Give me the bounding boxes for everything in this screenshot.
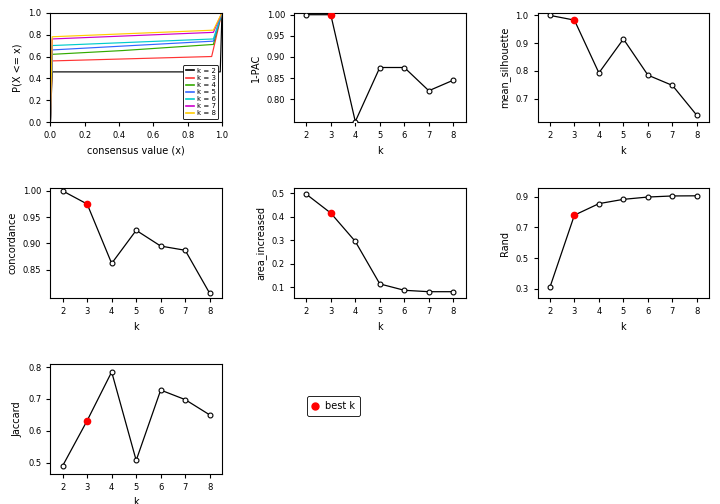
- Y-axis label: mean_silhouette: mean_silhouette: [499, 27, 510, 108]
- X-axis label: k: k: [621, 146, 626, 156]
- X-axis label: k: k: [621, 322, 626, 332]
- X-axis label: k: k: [133, 497, 139, 504]
- Y-axis label: Jaccard: Jaccard: [12, 401, 22, 436]
- X-axis label: k: k: [133, 322, 139, 332]
- X-axis label: k: k: [377, 322, 382, 332]
- Legend: k = 2, k = 3, k = 4, k = 5, k = 6, k = 7, k = 8: k = 2, k = 3, k = 4, k = 5, k = 6, k = 7…: [183, 65, 218, 119]
- Y-axis label: 1-PAC: 1-PAC: [251, 53, 261, 82]
- Y-axis label: concordance: concordance: [7, 212, 17, 274]
- Y-axis label: area_increased: area_increased: [256, 206, 266, 280]
- Y-axis label: P(X <= x): P(X <= x): [12, 43, 22, 92]
- X-axis label: consensus value (x): consensus value (x): [87, 146, 185, 156]
- Y-axis label: Rand: Rand: [500, 231, 510, 256]
- Legend: best k: best k: [307, 396, 360, 416]
- X-axis label: k: k: [377, 146, 382, 156]
